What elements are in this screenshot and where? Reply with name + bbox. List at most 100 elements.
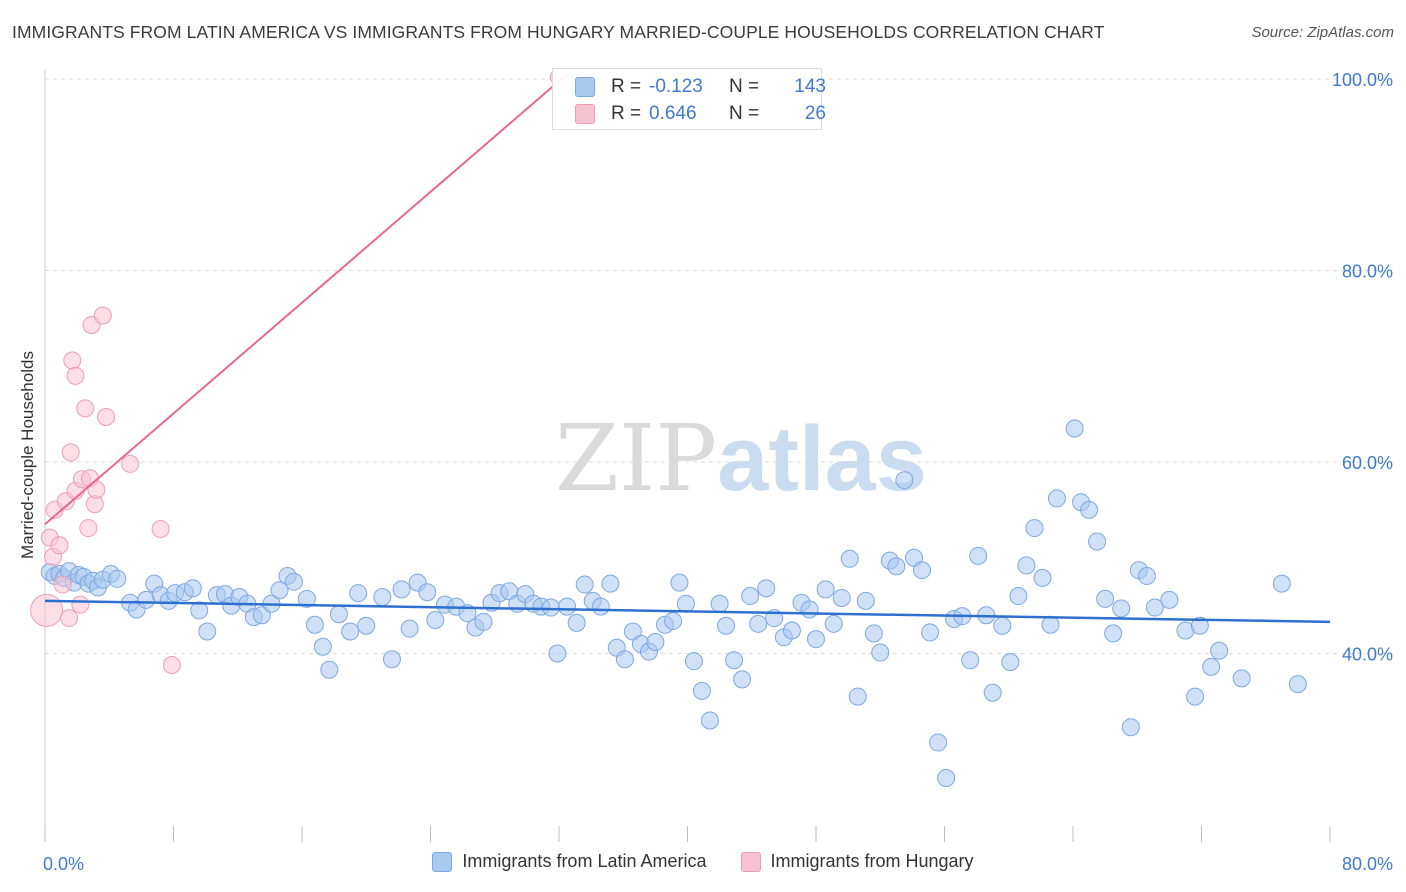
data-point-latin-america xyxy=(392,580,411,599)
data-point-hungary xyxy=(53,575,72,594)
data-point-latin-america xyxy=(807,630,825,649)
data-point-latin-america xyxy=(782,621,801,640)
data-point-latin-america xyxy=(676,594,695,613)
data-point-latin-america xyxy=(1080,500,1099,519)
data-point-latin-america xyxy=(591,597,610,616)
r-label: R = xyxy=(611,103,642,124)
trend-line-hungary xyxy=(44,73,568,525)
data-point-latin-america xyxy=(664,611,683,630)
legend-item-hungary: Immigrants from Hungary xyxy=(740,851,974,872)
data-point-latin-america xyxy=(198,622,217,641)
data-point-latin-america xyxy=(1121,718,1140,737)
y-tick-label: 40.0% xyxy=(1342,645,1393,665)
data-point-latin-america xyxy=(1145,598,1164,617)
source-credit: Source: ZipAtlas.com xyxy=(1251,24,1394,41)
data-point-hungary xyxy=(50,536,69,555)
data-point-latin-america xyxy=(1088,532,1107,551)
data-point-hungary xyxy=(76,399,95,418)
data-point-latin-america xyxy=(993,616,1012,635)
data-point-latin-america xyxy=(929,733,948,752)
data-point-latin-america xyxy=(848,687,867,706)
n-value: 26 xyxy=(804,103,826,124)
data-point-latin-america xyxy=(700,711,719,730)
data-point-latin-america xyxy=(1001,653,1020,672)
data-point-latin-america xyxy=(1096,589,1115,608)
data-point-latin-america xyxy=(601,574,620,593)
legend-label-latin-america: Immigrants from Latin America xyxy=(462,851,707,871)
data-point-latin-america xyxy=(1104,624,1123,643)
data-point-hungary xyxy=(151,520,170,539)
data-point-latin-america xyxy=(270,581,289,600)
data-point-latin-america xyxy=(871,643,890,662)
data-point-latin-america xyxy=(692,681,711,700)
data-point-latin-america xyxy=(108,569,127,588)
data-point-latin-america xyxy=(426,610,445,629)
y-gridlines xyxy=(45,78,1392,654)
n-label: N = xyxy=(729,76,760,97)
data-point-latin-america xyxy=(313,637,332,656)
data-point-latin-america xyxy=(895,471,914,490)
data-point-latin-america xyxy=(864,624,883,643)
data-point-latin-america xyxy=(1186,687,1205,706)
pink-swatch xyxy=(575,104,595,124)
x-ticks xyxy=(44,826,1331,842)
n-value: 143 xyxy=(794,76,826,97)
data-point-latin-america xyxy=(357,616,376,635)
y-tick-label: 60.0% xyxy=(1342,453,1393,473)
data-point-hungary xyxy=(30,593,64,627)
data-point-latin-america xyxy=(341,622,360,641)
x-tick-labels: 0.0% 80.0% xyxy=(43,854,1393,874)
data-point-latin-america xyxy=(400,619,419,638)
data-point-latin-america xyxy=(800,600,819,619)
data-point-hungary xyxy=(71,595,90,614)
data-point-latin-america xyxy=(1065,419,1084,438)
data-point-latin-america xyxy=(183,579,202,598)
data-point-latin-america xyxy=(684,652,703,671)
data-point-latin-america xyxy=(757,579,776,598)
y-axis-label: Married-couple Households xyxy=(18,351,37,559)
data-point-latin-america xyxy=(418,583,437,602)
data-point-latin-america xyxy=(824,614,843,633)
data-point-latin-america xyxy=(816,580,835,599)
data-point-latin-america xyxy=(1009,587,1028,606)
data-point-latin-america xyxy=(252,606,271,625)
data-point-latin-america xyxy=(832,588,851,607)
data-point-latin-america xyxy=(1112,599,1131,618)
data-point-latin-america xyxy=(856,591,875,610)
data-point-latin-america xyxy=(913,561,932,580)
x-tick-label: 80.0% xyxy=(1342,854,1393,874)
data-point-latin-america xyxy=(297,589,316,608)
data-point-hungary xyxy=(61,443,80,462)
data-point-latin-america xyxy=(575,575,594,594)
data-point-hungary xyxy=(63,351,82,370)
data-point-latin-america xyxy=(320,660,339,679)
data-point-latin-america xyxy=(1025,519,1044,538)
y-tick-label: 100.0% xyxy=(1332,70,1393,90)
data-point-hungary xyxy=(121,454,140,473)
y-tick-label: 80.0% xyxy=(1342,262,1393,282)
data-point-latin-america xyxy=(541,598,560,617)
data-point-latin-america xyxy=(670,573,689,592)
legend-swatch-pink xyxy=(740,851,761,872)
data-point-latin-america xyxy=(1160,590,1179,609)
data-point-latin-america xyxy=(710,594,729,613)
data-point-latin-america xyxy=(961,651,980,670)
bottom-legend: Immigrants from Latin America Immigrants… xyxy=(0,851,1406,872)
r-label: R = xyxy=(611,76,642,97)
data-point-latin-america xyxy=(741,587,760,606)
data-point-latin-america xyxy=(1232,669,1251,688)
x-tick-label: 0.0% xyxy=(43,854,84,874)
trend-line-latin-america xyxy=(44,599,1331,624)
data-point-latin-america xyxy=(305,615,324,634)
legend-label-hungary: Immigrants from Hungary xyxy=(770,851,974,871)
data-point-latin-america xyxy=(725,651,744,670)
r-value: -0.123 xyxy=(649,76,703,97)
data-point-hungary xyxy=(93,306,112,325)
data-point-latin-america xyxy=(840,549,859,568)
data-point-latin-america xyxy=(717,616,736,635)
data-point-latin-america xyxy=(983,683,1002,702)
data-point-latin-america xyxy=(1041,615,1060,634)
data-point-latin-america xyxy=(1202,657,1221,676)
data-point-latin-america xyxy=(937,768,956,787)
data-point-latin-america xyxy=(646,633,665,652)
